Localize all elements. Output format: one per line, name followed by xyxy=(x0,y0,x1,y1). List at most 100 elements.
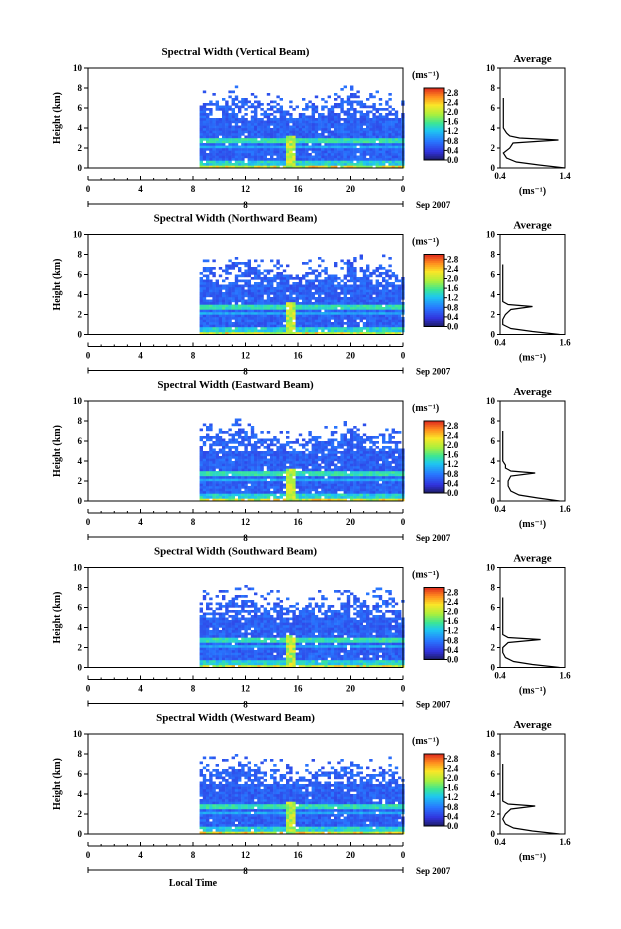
heatmap-cell xyxy=(311,307,315,310)
heatmap-cell xyxy=(250,428,255,432)
heatmap-cell xyxy=(234,433,239,437)
heatmap-cell xyxy=(209,128,213,131)
heatmap-cell xyxy=(366,466,370,469)
heatmap-cell xyxy=(289,297,293,300)
heatmap-cell xyxy=(215,441,219,444)
heatmap-cell xyxy=(398,456,402,459)
heatmap-cell xyxy=(231,438,235,442)
heatmap-cell xyxy=(231,133,235,136)
heatmap-cell xyxy=(289,451,293,454)
heatmap-cell xyxy=(372,130,376,134)
heatmap-cell xyxy=(244,458,248,462)
heatmap-cell xyxy=(292,468,296,472)
heatmap-cell xyxy=(302,148,306,151)
heatmap-cell xyxy=(254,294,258,298)
heatmap-cell xyxy=(250,115,255,119)
heatmap-cell xyxy=(385,153,389,156)
heatmap-cell xyxy=(234,120,239,124)
heatmap-cell xyxy=(311,287,315,290)
heatmap-cell xyxy=(324,143,328,146)
heatmap-cell xyxy=(257,324,261,328)
heatmap-cell xyxy=(330,332,335,335)
heatmap-cell xyxy=(337,115,341,119)
heatmap-cell xyxy=(353,299,357,303)
heatmap-cell xyxy=(391,302,395,305)
heatmap-cell xyxy=(369,322,373,325)
heatmap-cell xyxy=(314,284,319,288)
heatmap-cell xyxy=(359,277,363,280)
heatmap-cell xyxy=(302,481,306,484)
heatmap-cell xyxy=(266,319,271,323)
heatmap-cell xyxy=(298,160,303,164)
heatmap-cell xyxy=(334,287,338,290)
heatmap-cell xyxy=(334,451,338,454)
heatmap-cell xyxy=(282,282,287,285)
heatmap-cell xyxy=(337,105,341,109)
heatmap-cell xyxy=(305,103,309,106)
heatmap-cell xyxy=(298,481,303,484)
heatmap-cell xyxy=(282,292,287,295)
heatmap-cell xyxy=(324,140,328,144)
heatmap-cell xyxy=(302,471,306,474)
heatmap-cell xyxy=(356,473,360,477)
heatmap-cell xyxy=(337,130,341,134)
heatmap-cell xyxy=(225,128,229,131)
heatmap-cell xyxy=(276,282,280,285)
heatmap-cell xyxy=(215,443,219,447)
heatmap-cell xyxy=(270,143,274,146)
heatmap-cell xyxy=(362,468,367,472)
heatmap-cell xyxy=(343,443,347,447)
heatmap-cell xyxy=(270,282,274,285)
heatmap-cell xyxy=(330,135,335,139)
heatmap-cell xyxy=(212,297,216,300)
heatmap-cell xyxy=(206,284,210,288)
heatmap-cell xyxy=(353,272,357,275)
heatmap-cell xyxy=(231,264,235,268)
heatmap-cell xyxy=(346,158,351,161)
heatmap-cell xyxy=(302,496,306,499)
heatmap-cell xyxy=(231,473,235,477)
heatmap-cell xyxy=(209,113,213,116)
heatmap-cell xyxy=(202,143,207,146)
heatmap-cell xyxy=(202,289,207,293)
heatmap-cell xyxy=(257,148,261,151)
heatmap-cell xyxy=(311,143,315,146)
heatmap-cell xyxy=(334,158,338,161)
heatmap-cell xyxy=(375,160,379,164)
heatmap-cell xyxy=(241,458,245,462)
heatmap-cell xyxy=(250,496,255,499)
heatmap-cell xyxy=(337,488,341,492)
heatmap-cell xyxy=(359,269,363,273)
heatmap-cell xyxy=(273,438,277,442)
heatmap-cell xyxy=(254,299,258,303)
heatmap-cell xyxy=(350,277,354,280)
heatmap-cell xyxy=(206,461,210,464)
heatmap-cell xyxy=(218,302,223,305)
heatmap-cell xyxy=(234,150,239,154)
heatmap-cell xyxy=(330,493,335,497)
heatmap-cell xyxy=(266,443,271,447)
heatmap-cell xyxy=(334,314,338,318)
heatmap-cell xyxy=(388,153,392,156)
heatmap-cell xyxy=(282,113,287,116)
heatmap-cell xyxy=(298,287,303,290)
colorbar-tick-label: 0.4 xyxy=(447,478,459,488)
heatmap-cell xyxy=(286,324,290,328)
colorbar-swatch xyxy=(424,264,444,267)
heatmap-cell xyxy=(382,133,386,136)
heatmap-cell xyxy=(350,294,354,298)
heatmap-cell xyxy=(305,150,309,154)
heatmap-cell xyxy=(382,327,386,330)
heatmap-cell xyxy=(228,498,232,502)
heatmap-cell xyxy=(215,103,219,106)
heatmap-cell xyxy=(305,317,309,320)
heatmap-cell xyxy=(206,120,210,124)
heatmap-cell xyxy=(266,446,271,449)
heatmap-cell xyxy=(308,453,312,457)
heatmap-cell xyxy=(359,145,363,149)
heatmap-cell xyxy=(388,130,392,134)
heatmap-cell xyxy=(250,267,255,270)
heatmap-cell xyxy=(302,128,306,131)
heatmap-cell xyxy=(346,297,351,300)
heatmap-cell xyxy=(244,463,248,467)
